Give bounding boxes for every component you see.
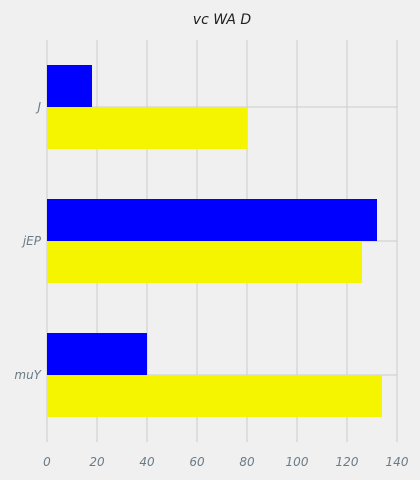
chart-title: vc WA D [193, 12, 252, 28]
bar-series-2-muY [47, 375, 382, 417]
x-tick-label: 20 [89, 455, 105, 469]
bar-series-2-jEP [47, 241, 362, 283]
y-tick-label: jEP [21, 234, 42, 248]
y-tick-label: muY [14, 368, 42, 382]
bars [47, 65, 382, 417]
y-tick-label: J [35, 100, 41, 114]
bar-series-2-J [47, 107, 247, 149]
x-tick-label: 140 [386, 455, 409, 469]
x-tick-label: 80 [239, 455, 255, 469]
x-tick-labels: 0 20 40 60 80 100 120 140 [43, 455, 409, 469]
x-tick-label: 60 [189, 455, 205, 469]
x-tick-label: 120 [336, 455, 359, 469]
x-tick-label: 40 [139, 455, 155, 469]
x-tick-label: 0 [43, 455, 51, 469]
x-tick-label: 100 [286, 455, 309, 469]
bar-series-1-muY [47, 333, 147, 375]
bar-series-1-jEP [47, 199, 377, 241]
bar-series-1-J [47, 65, 92, 107]
